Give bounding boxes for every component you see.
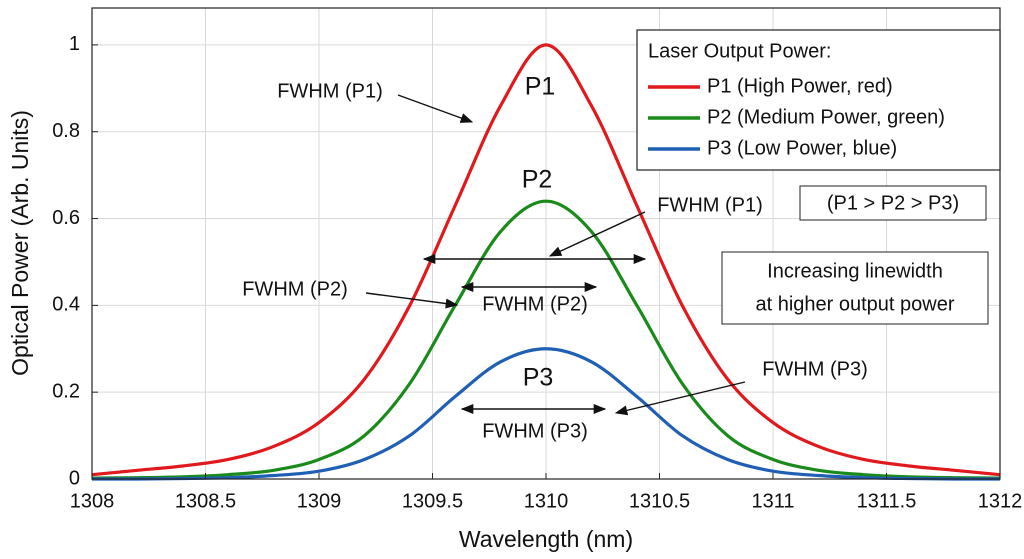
series-line: [91, 347, 1001, 481]
x-tick-label: 1308.5: [175, 490, 236, 512]
note-box: [721, 251, 989, 325]
legend-label: P3 (Low Power, blue): [707, 137, 897, 159]
x-tick-label: 1310: [524, 490, 569, 512]
x-tick-label: 1310.5: [629, 490, 690, 512]
y-axis-label: Optical Power (Arb. Units): [7, 110, 33, 376]
fwhm-arrows: [365, 94, 746, 416]
annotation: P1: [525, 73, 556, 101]
annotation: FWHM (P2): [482, 293, 588, 315]
x-tick-label: 1309.5: [402, 490, 463, 512]
annotation: FWHM (P1): [657, 194, 763, 216]
y-tick-label: 0.8: [52, 120, 80, 142]
annotation: P3: [523, 364, 554, 392]
legend-title: Laser Output Power:: [648, 40, 831, 62]
y-tick-label: 1: [69, 33, 80, 55]
x-tick-label: 1312: [978, 490, 1023, 512]
legend-label: P1 (High Power, red): [707, 75, 893, 97]
annotation: FWHM (P3): [482, 420, 588, 442]
y-tick-label: 0: [69, 467, 80, 489]
y-tick-label: 0.6: [52, 207, 80, 229]
annotation: FWHM (P2): [242, 278, 348, 300]
annotation: FWHM (P1): [277, 80, 383, 102]
x-tick-label: 1311.5: [857, 490, 917, 512]
x-axis-label: Wavelength (nm): [459, 526, 633, 552]
note-line: at higher output power: [755, 293, 954, 315]
series-line: [91, 199, 1001, 480]
relation-box: [799, 185, 987, 221]
x-tick-label: 1311: [751, 490, 794, 512]
y-tick-label: 0.4: [52, 294, 80, 316]
annotation: P2: [522, 166, 553, 194]
x-tick-label: 1308: [70, 490, 115, 512]
note-line: Increasing linewidth: [767, 260, 943, 282]
annotation: FWHM (P3): [762, 358, 868, 380]
series-line: [91, 43, 1001, 477]
annotation: (P1 > P2 > P3): [827, 192, 959, 214]
x-tick-label: 1309: [297, 490, 342, 512]
legend-box: [636, 29, 1001, 171]
legend-label: P2 (Medium Power, green): [707, 106, 945, 128]
y-tick-label: 0.2: [52, 380, 80, 402]
